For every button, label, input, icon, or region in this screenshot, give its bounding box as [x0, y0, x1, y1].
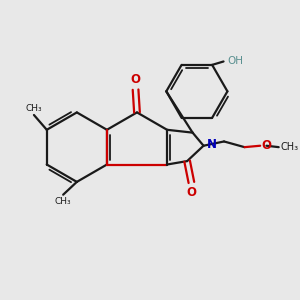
Text: CH₃: CH₃: [55, 197, 71, 206]
Text: CH₃: CH₃: [280, 142, 298, 152]
Text: O: O: [262, 139, 272, 152]
Text: O: O: [186, 186, 197, 200]
Text: OH: OH: [228, 56, 244, 67]
Text: N: N: [207, 138, 217, 151]
Text: CH₃: CH₃: [25, 104, 42, 113]
Text: O: O: [130, 73, 141, 86]
